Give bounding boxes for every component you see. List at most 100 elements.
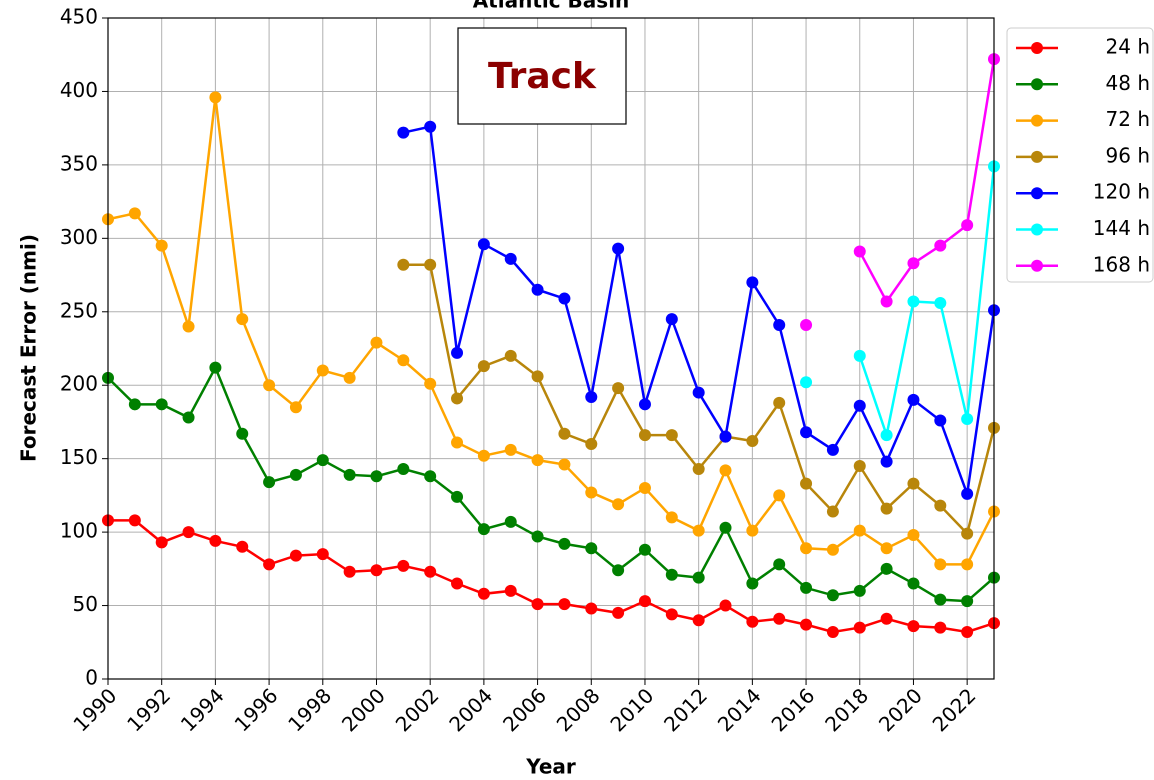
point — [719, 430, 732, 443]
point — [719, 464, 732, 477]
point — [585, 542, 598, 555]
y-tick-label: 50 — [73, 592, 98, 616]
point — [853, 524, 866, 537]
point — [800, 477, 813, 490]
point — [424, 258, 437, 271]
legend-marker — [1031, 114, 1043, 127]
point — [155, 398, 168, 411]
point — [880, 562, 893, 575]
point — [853, 349, 866, 362]
y-tick-label: 300 — [60, 225, 98, 249]
point — [477, 449, 490, 462]
x-tick-label: 2006 — [498, 683, 551, 736]
point — [558, 537, 571, 550]
point — [289, 549, 302, 562]
point — [397, 559, 410, 572]
y-tick-label: 450 — [60, 5, 98, 29]
point — [853, 621, 866, 634]
y-tick-label: 250 — [60, 298, 98, 322]
point — [934, 499, 947, 512]
point — [558, 292, 571, 305]
legend-label: 24 h — [1106, 35, 1150, 59]
point — [934, 593, 947, 606]
point — [477, 523, 490, 536]
point — [638, 398, 651, 411]
x-tick-label: 2010 — [605, 683, 658, 736]
point — [558, 427, 571, 440]
point — [397, 126, 410, 139]
point — [504, 443, 517, 456]
point — [182, 411, 195, 424]
point — [585, 390, 598, 403]
point — [612, 382, 625, 395]
legend-label: 144 h — [1093, 216, 1150, 240]
point — [907, 529, 920, 542]
point — [907, 257, 920, 270]
point — [236, 427, 249, 440]
point — [397, 258, 410, 271]
point — [665, 429, 678, 442]
point — [424, 565, 437, 578]
point — [504, 515, 517, 528]
point — [209, 361, 222, 374]
point — [558, 458, 571, 471]
point — [692, 524, 705, 537]
point — [961, 558, 974, 571]
x-tick-label: 2004 — [444, 683, 497, 736]
point — [746, 435, 759, 448]
point — [343, 468, 356, 481]
point — [612, 242, 625, 255]
point — [692, 571, 705, 584]
point — [826, 505, 839, 518]
point — [424, 377, 437, 390]
point — [209, 91, 222, 104]
plot-frame — [107, 17, 995, 680]
point — [451, 577, 464, 590]
point — [638, 595, 651, 608]
point — [451, 392, 464, 405]
legend-marker — [1031, 150, 1043, 163]
point — [612, 564, 625, 577]
point — [800, 318, 813, 331]
point — [907, 393, 920, 406]
point — [424, 470, 437, 483]
x-tick-label: 2014 — [713, 683, 766, 736]
point — [853, 584, 866, 597]
point — [800, 542, 813, 555]
point — [692, 462, 705, 475]
point — [961, 527, 974, 540]
point — [638, 429, 651, 442]
point — [961, 625, 974, 638]
point — [800, 581, 813, 594]
x-tick-label: 2020 — [874, 683, 927, 736]
point — [826, 625, 839, 638]
point — [746, 577, 759, 590]
x-tick-label: 2002 — [391, 683, 444, 736]
x-tick-label: 2018 — [820, 683, 873, 736]
point — [451, 346, 464, 359]
point — [236, 540, 249, 553]
point — [934, 621, 947, 634]
point — [558, 598, 571, 611]
legend-label: 96 h — [1106, 143, 1150, 167]
point — [531, 598, 544, 611]
x-tick-label: 2012 — [659, 683, 712, 736]
legend — [1006, 27, 1154, 283]
x-tick-label: 2008 — [552, 683, 605, 736]
point — [800, 426, 813, 439]
point — [746, 615, 759, 628]
point — [397, 354, 410, 367]
legend-label: 72 h — [1106, 107, 1150, 131]
y-axis-label: Forecast Error (nmi) — [17, 234, 41, 462]
point — [692, 614, 705, 627]
point — [263, 558, 276, 571]
legend-marker — [1031, 78, 1043, 91]
point — [263, 379, 276, 392]
point — [638, 482, 651, 495]
point — [826, 543, 839, 556]
point — [934, 296, 947, 309]
series-line — [858, 166, 996, 440]
point — [316, 548, 329, 561]
point — [961, 595, 974, 608]
